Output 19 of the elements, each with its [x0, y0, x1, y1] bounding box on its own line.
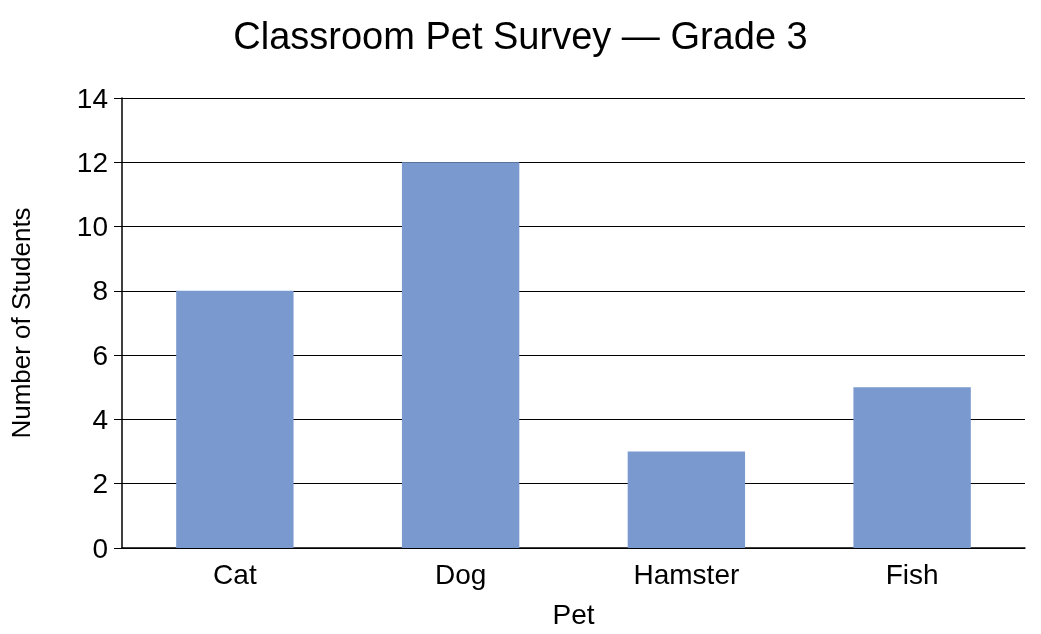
bar: [176, 290, 294, 548]
y-tick-label: 14: [76, 82, 108, 114]
x-axis-title: Pet: [552, 598, 595, 630]
x-tick-label: Dog: [434, 558, 487, 590]
bar: [853, 387, 971, 548]
y-tick-label: 8: [92, 275, 108, 307]
x-tick-label: Cat: [213, 558, 257, 590]
bar: [401, 162, 520, 548]
bar: [627, 451, 746, 548]
y-axis-title: Number of Students: [6, 207, 36, 439]
y-tick-label: 0: [92, 532, 108, 564]
x-tick-label: Hamster: [633, 558, 740, 590]
y-tick-label: 12: [76, 146, 108, 178]
y-tick-label: 4: [92, 403, 108, 435]
y-tick-label: 10: [76, 211, 108, 243]
chart-title: Classroom Pet Survey — Grade 3: [233, 15, 808, 57]
y-tick-label: 2: [92, 468, 108, 500]
y-tick-label: 6: [92, 339, 108, 371]
x-tick-label: Fish: [885, 558, 939, 590]
